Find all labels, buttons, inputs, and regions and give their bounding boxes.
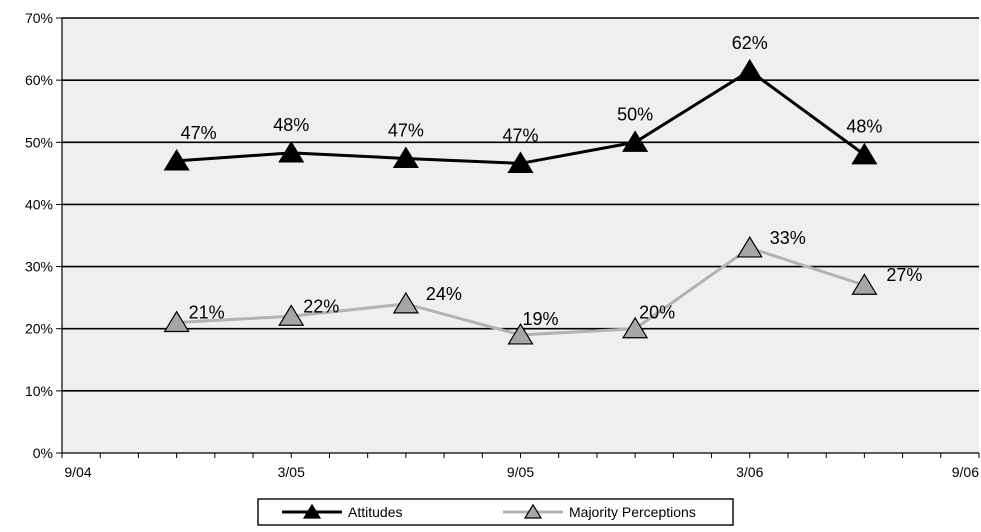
data-label: 47% (388, 120, 424, 140)
data-label: 50% (617, 104, 653, 124)
axes: 0% 10% 20% 30% 40% 50% 60% 70% 9/04 3/05 9/05 3/06 9… (25, 10, 980, 480)
data-label: 48% (846, 117, 882, 137)
y-tick-label: 70% (25, 10, 53, 26)
data-point-marker (851, 273, 878, 295)
data-point-marker (622, 130, 649, 152)
legend-item-majority-perceptions-label: Majority Perceptions (569, 504, 696, 520)
data-point-marker (622, 316, 649, 339)
data-label: 48% (273, 115, 309, 135)
y-tick-label: 30% (25, 259, 53, 275)
data-point-marker (392, 291, 419, 314)
x-tick-label: 9/04 (64, 464, 91, 480)
data-point-marker (163, 310, 190, 333)
x-tick-label: 3/06 (736, 464, 763, 480)
x-tick-label: 3/05 (278, 464, 305, 480)
y-tick-label: 40% (25, 196, 53, 212)
data-label: 21% (189, 303, 225, 323)
data-label: 47% (502, 125, 538, 145)
data-point-marker (507, 151, 534, 174)
legend: Attitudes Majority Perceptions (257, 498, 734, 526)
y-tick-label: 10% (25, 383, 53, 399)
data-label: 27% (886, 265, 922, 285)
data-point-marker (278, 304, 305, 326)
data-label: 22% (303, 296, 339, 316)
data-label: 33% (770, 228, 806, 248)
data-point-marker (392, 146, 419, 169)
data-point-marker (851, 142, 878, 165)
series-layer (163, 58, 878, 345)
data-label: 20% (639, 303, 675, 323)
y-tick-label: 20% (25, 321, 53, 337)
legend-item-attitudes-label: Attitudes (348, 504, 402, 520)
plot-area (62, 18, 979, 453)
legend-item-majority-perceptions-marker (523, 503, 543, 519)
data-point-marker (736, 58, 763, 81)
gridlines (62, 17, 979, 392)
x-tick-label: 9/05 (507, 464, 534, 480)
data-label: 24% (426, 284, 462, 304)
data-label: 19% (522, 309, 558, 329)
data-labels: 47% 48% 47% 47% 50% 62% 48% 21% 22% 24% 19% 20% 33% 2… (181, 33, 923, 329)
data-point-marker (163, 148, 190, 171)
y-tick-label: 0% (33, 445, 53, 461)
x-tick-label: 9/06 (952, 464, 979, 480)
data-label: 47% (181, 123, 217, 143)
data-point-marker (507, 322, 534, 345)
legend-item-attitudes-marker (302, 503, 322, 519)
data-point-marker (278, 140, 305, 163)
y-tick-label: 60% (25, 72, 53, 88)
data-label: 62% (732, 33, 768, 53)
data-point-marker (736, 235, 763, 258)
y-tick-label: 50% (25, 134, 53, 150)
